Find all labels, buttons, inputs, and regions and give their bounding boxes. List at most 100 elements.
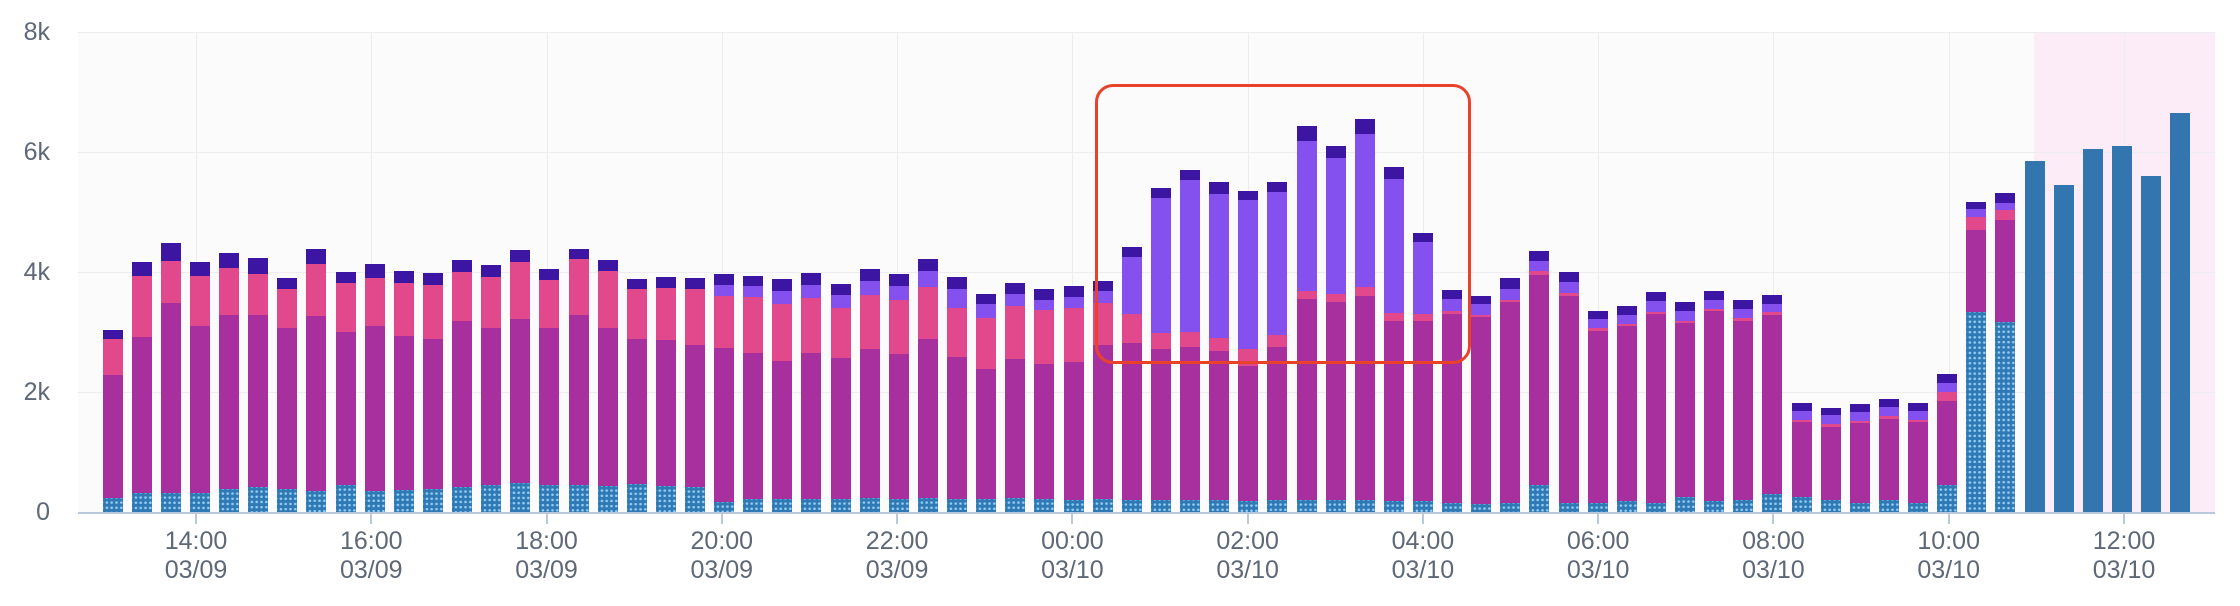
segment-dotted-blue [1733, 500, 1754, 512]
bar-21:20[interactable] [830, 284, 851, 512]
bar-03:40[interactable] [1383, 167, 1404, 512]
bar-15:00[interactable] [277, 278, 298, 512]
bar-05:00[interactable] [1500, 278, 1521, 512]
bar-22:00[interactable] [888, 273, 909, 512]
bar-16:00[interactable] [364, 264, 385, 512]
bar-10:40[interactable] [1995, 192, 2016, 512]
bar-02:00[interactable] [1238, 191, 1259, 512]
bar-20:20[interactable] [743, 275, 764, 512]
bar-14:20[interactable] [219, 252, 240, 512]
bar-06:40[interactable] [1645, 291, 1666, 512]
bar-21:00[interactable] [801, 273, 822, 512]
bar-07:40[interactable] [1733, 300, 1754, 512]
segment-pink [160, 260, 181, 304]
bar-10:00[interactable] [1937, 374, 1958, 512]
bar-06:00[interactable] [1587, 311, 1608, 512]
bar-19:00[interactable] [626, 278, 647, 512]
segment-violet [1063, 296, 1084, 308]
bar-14:40[interactable] [248, 258, 269, 512]
bar-09:00[interactable] [1849, 404, 1870, 512]
segment-magenta [481, 327, 502, 485]
x-label-time: 22:00 [865, 527, 929, 555]
bar-13:40[interactable] [160, 243, 181, 512]
bar-17:40[interactable] [510, 250, 531, 512]
bar-13:00[interactable] [102, 329, 123, 512]
x-axis-label-10:00: 10:00 03/10 [1917, 527, 1980, 585]
bar-02:20[interactable] [1267, 182, 1288, 512]
bar-01:40[interactable] [1209, 182, 1230, 512]
segment-pink [714, 296, 735, 349]
y-axis-label-0: 0 [36, 498, 50, 526]
x-label-date: 03/10 [2092, 556, 2156, 584]
bar-01:00[interactable] [1150, 188, 1171, 512]
bar-07:00[interactable] [1675, 302, 1696, 512]
bar-05:40[interactable] [1558, 272, 1579, 512]
segment-solid-blue [2170, 113, 2191, 512]
bar-19:20[interactable] [655, 276, 676, 512]
bar-22:40[interactable] [947, 276, 968, 512]
bar-11:00[interactable] [2024, 161, 2045, 512]
segment-magenta [102, 375, 123, 499]
bar-08:40[interactable] [1820, 407, 1841, 512]
bar-20:40[interactable] [772, 279, 793, 512]
segment-violet [1413, 242, 1433, 314]
bar-18:20[interactable] [568, 249, 589, 512]
bar-14:00[interactable] [189, 262, 210, 512]
bar-04:00[interactable] [1413, 233, 1433, 512]
bar-11:40[interactable] [2082, 149, 2103, 512]
bar-12:00[interactable] [2111, 146, 2132, 512]
bar-23:40[interactable] [1034, 288, 1055, 512]
segment-dotted-blue [1791, 497, 1812, 512]
bar-16:20[interactable] [393, 270, 414, 512]
bar-01:20[interactable] [1180, 170, 1201, 512]
bar-07:20[interactable] [1704, 290, 1725, 512]
bar-12:40[interactable] [2170, 113, 2191, 512]
bar-21:40[interactable] [859, 269, 880, 512]
bar-08:20[interactable] [1791, 402, 1812, 512]
bar-15:40[interactable] [335, 272, 356, 512]
bar-22:20[interactable] [917, 259, 938, 512]
bar-08:00[interactable] [1762, 295, 1783, 512]
bar-11:20[interactable] [2053, 185, 2074, 512]
segment-pink [976, 318, 997, 369]
bar-23:20[interactable] [1005, 282, 1026, 512]
bar-09:20[interactable] [1878, 399, 1899, 512]
segment-magenta [1005, 359, 1026, 498]
bar-02:40[interactable] [1296, 126, 1317, 512]
bar-16:40[interactable] [422, 272, 443, 512]
bar-18:00[interactable] [539, 269, 560, 512]
bar-18:40[interactable] [597, 260, 618, 512]
bar-03:20[interactable] [1354, 119, 1375, 512]
segment-indigo [1442, 290, 1463, 299]
segment-magenta [1995, 219, 2016, 322]
bar-10:20[interactable] [1966, 201, 1987, 512]
segment-violet [830, 294, 851, 308]
bar-17:20[interactable] [481, 264, 502, 512]
segment-indigo [1849, 404, 1870, 412]
segment-magenta [947, 357, 968, 500]
bar-12:20[interactable] [2141, 176, 2161, 512]
bar-00:00[interactable] [1063, 285, 1084, 512]
bar-09:40[interactable] [1908, 402, 1929, 512]
bar-06:20[interactable] [1616, 306, 1637, 512]
plot-area [78, 32, 2215, 514]
bar-17:00[interactable] [452, 260, 473, 512]
bar-20:00[interactable] [714, 273, 735, 512]
x-tick-04:00 [1421, 514, 1424, 524]
bar-04:40[interactable] [1471, 296, 1492, 512]
segment-magenta [772, 360, 793, 500]
bar-00:20[interactable] [1092, 281, 1113, 512]
segment-magenta [1238, 365, 1259, 502]
segment-magenta [306, 316, 327, 491]
segment-pink [1675, 320, 1696, 323]
bar-23:00[interactable] [976, 293, 997, 512]
bar-19:40[interactable] [685, 278, 705, 512]
bar-15:20[interactable] [306, 248, 327, 512]
bar-05:20[interactable] [1529, 251, 1550, 512]
segment-pink [801, 298, 822, 353]
bar-13:20[interactable] [131, 262, 152, 512]
bar-03:00[interactable] [1325, 146, 1346, 512]
segment-violet [888, 285, 909, 300]
bar-00:40[interactable] [1121, 246, 1142, 512]
segment-dotted-blue [1645, 503, 1666, 512]
